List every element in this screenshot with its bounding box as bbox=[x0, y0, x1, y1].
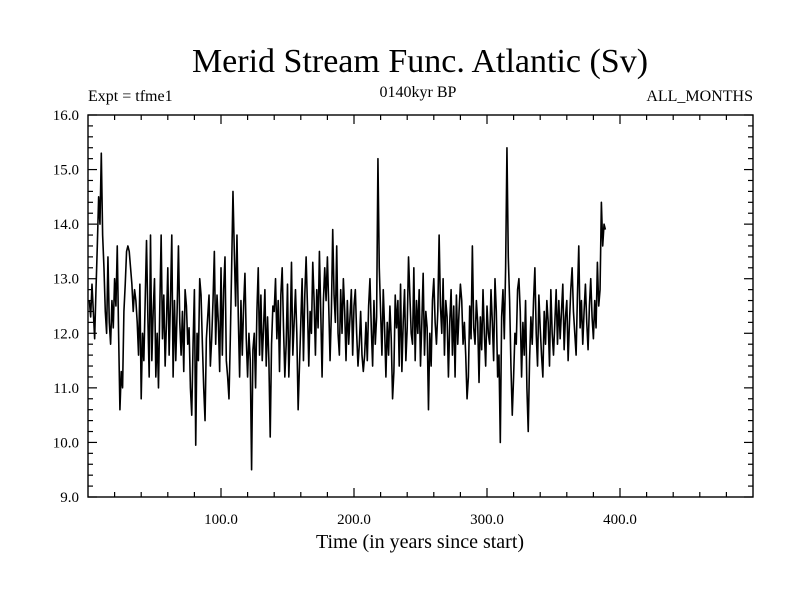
y-tick-label: 11.0 bbox=[53, 381, 79, 397]
x-axis-label: Time (in years since start) bbox=[316, 531, 524, 553]
x-tick-label: 300.0 bbox=[470, 512, 504, 528]
y-tick-label: 10.0 bbox=[53, 435, 79, 451]
y-tick-label: 12.0 bbox=[53, 326, 79, 342]
experiment-label: Expt = tfme1 bbox=[88, 88, 173, 105]
y-tick-label: 13.0 bbox=[53, 272, 79, 288]
axis-ticks bbox=[88, 114, 753, 498]
y-tick-label: 16.0 bbox=[53, 108, 79, 124]
x-tick-label: 400.0 bbox=[603, 512, 637, 528]
period-label: 0140kyr BP bbox=[380, 84, 457, 101]
y-tick-label: 14.0 bbox=[53, 217, 79, 233]
chart-title: Merid Stream Func. Atlantic (Sv) bbox=[192, 43, 648, 80]
series-line bbox=[88, 146, 607, 471]
x-tick-label: 200.0 bbox=[337, 512, 371, 528]
axis-tick-labels: 100.0 200.0 300.0 400.0 9.0 10.0 11.0 12.0 13.0 1… bbox=[53, 108, 637, 528]
months-label: ALL_MONTHS bbox=[646, 88, 753, 105]
plot-frame bbox=[87, 114, 754, 498]
y-tick-label: 15.0 bbox=[53, 163, 79, 179]
y-tick-label: 9.0 bbox=[60, 490, 79, 506]
x-tick-label: 100.0 bbox=[204, 512, 238, 528]
